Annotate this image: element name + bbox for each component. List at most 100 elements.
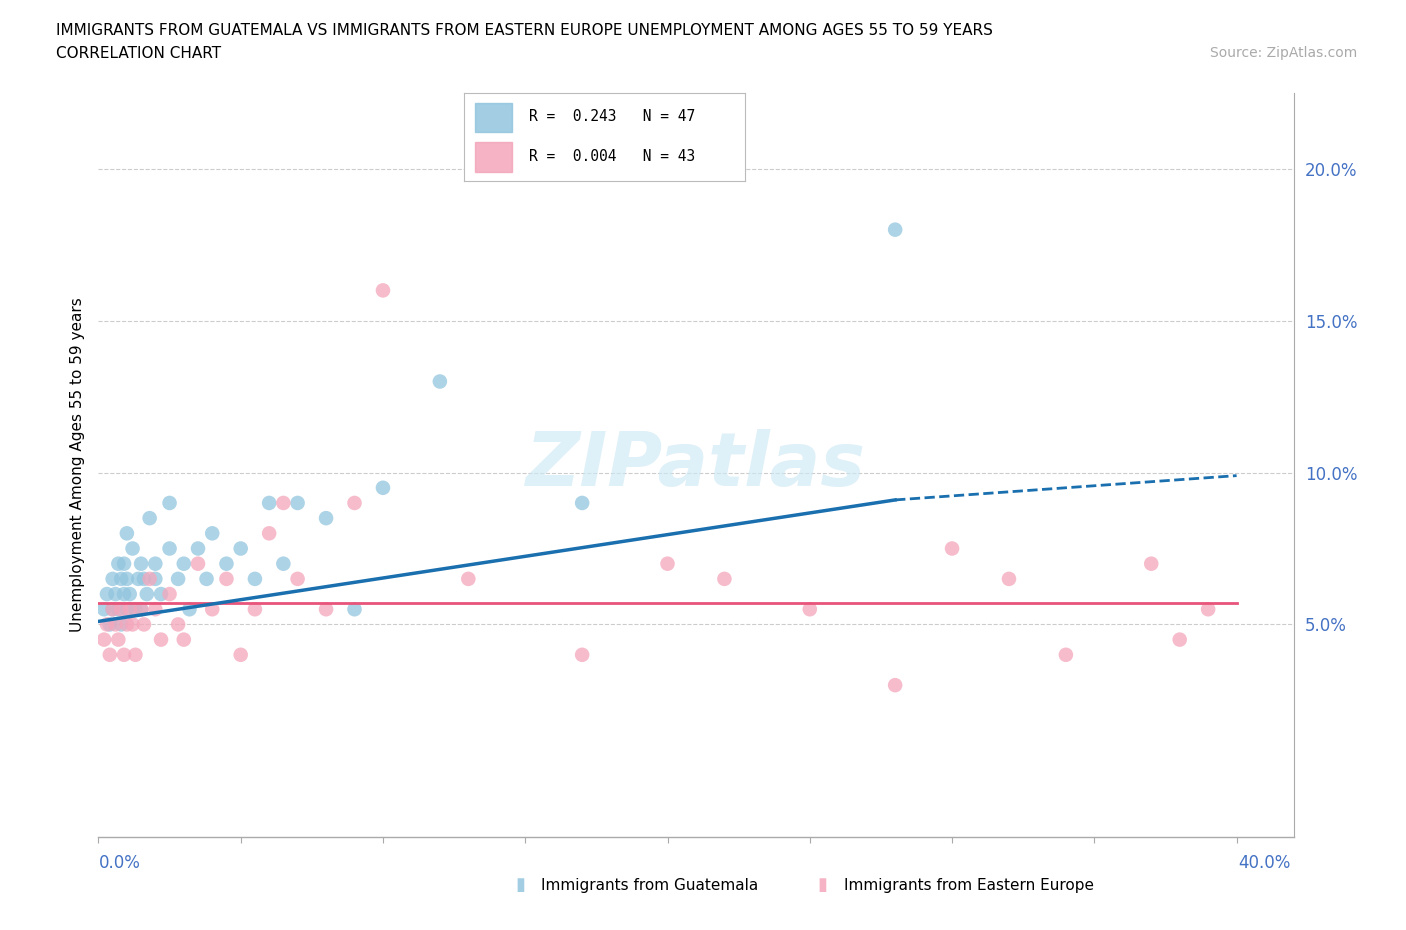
Point <box>167 617 190 631</box>
Point <box>121 617 143 631</box>
Text: ▮: ▮ <box>817 876 828 895</box>
Point <box>429 374 451 389</box>
Point <box>371 480 394 495</box>
Point <box>884 222 907 237</box>
Point <box>315 511 337 525</box>
Point <box>143 571 166 586</box>
Point <box>273 496 295 511</box>
Text: CORRELATION CHART: CORRELATION CHART <box>56 46 221 61</box>
Point <box>107 632 129 647</box>
Point <box>101 602 124 617</box>
Point <box>124 647 146 662</box>
Point <box>343 496 366 511</box>
Point <box>195 571 218 586</box>
Point <box>93 632 115 647</box>
Point <box>118 602 141 617</box>
Point <box>129 556 152 571</box>
Text: Source: ZipAtlas.com: Source: ZipAtlas.com <box>1209 46 1357 60</box>
Point <box>115 602 138 617</box>
Text: R =  0.243   N = 47: R = 0.243 N = 47 <box>529 110 695 125</box>
Point <box>132 617 155 631</box>
Point <box>107 556 129 571</box>
Point <box>713 571 735 586</box>
Point <box>107 602 129 617</box>
Point <box>371 283 394 298</box>
Point <box>115 525 138 540</box>
Text: Immigrants from Eastern Europe: Immigrants from Eastern Europe <box>844 878 1094 893</box>
Point <box>110 617 132 631</box>
Point <box>96 617 118 631</box>
Point <box>135 587 157 602</box>
Point <box>138 571 160 586</box>
Point <box>201 602 224 617</box>
Point <box>132 571 155 586</box>
Point <box>129 602 152 617</box>
Point <box>173 632 195 647</box>
Point <box>243 602 266 617</box>
Point <box>143 602 166 617</box>
Point <box>129 602 152 617</box>
Point <box>1197 602 1219 617</box>
Point <box>143 556 166 571</box>
Y-axis label: Unemployment Among Ages 55 to 59 years: Unemployment Among Ages 55 to 59 years <box>69 298 84 632</box>
Point <box>121 541 143 556</box>
Point <box>799 602 821 617</box>
Text: 0.0%: 0.0% <box>98 854 141 872</box>
Point <box>159 541 181 556</box>
Bar <box>475 102 512 132</box>
Point <box>98 617 121 631</box>
Point <box>1140 556 1163 571</box>
Bar <box>475 142 512 172</box>
Point <box>941 541 963 556</box>
Point <box>159 587 181 602</box>
Point <box>215 556 238 571</box>
Point <box>118 587 141 602</box>
Text: Immigrants from Guatemala: Immigrants from Guatemala <box>541 878 759 893</box>
Point <box>287 571 309 586</box>
Point <box>1168 632 1191 647</box>
Point <box>110 571 132 586</box>
Point <box>571 647 593 662</box>
Point <box>229 541 252 556</box>
Point <box>115 617 138 631</box>
Point <box>884 678 907 693</box>
Point <box>96 587 118 602</box>
Point <box>104 587 127 602</box>
Point <box>150 587 173 602</box>
Point <box>138 511 160 525</box>
Point <box>112 647 135 662</box>
Point <box>93 602 115 617</box>
Point <box>110 602 132 617</box>
Point <box>115 571 138 586</box>
Point <box>657 556 679 571</box>
Point <box>215 571 238 586</box>
Point <box>243 571 266 586</box>
Point <box>167 571 190 586</box>
Point <box>112 587 135 602</box>
Point <box>201 525 224 540</box>
Point <box>173 556 195 571</box>
Point <box>257 525 280 540</box>
Point <box>98 647 121 662</box>
Text: ▮: ▮ <box>515 876 526 895</box>
Point <box>127 571 149 586</box>
Text: R =  0.004   N = 43: R = 0.004 N = 43 <box>529 149 695 164</box>
Point <box>187 556 209 571</box>
Point <box>150 632 173 647</box>
Point <box>159 496 181 511</box>
Point <box>287 496 309 511</box>
Point <box>315 602 337 617</box>
Text: 40.0%: 40.0% <box>1239 854 1291 872</box>
Text: IMMIGRANTS FROM GUATEMALA VS IMMIGRANTS FROM EASTERN EUROPE UNEMPLOYMENT AMONG A: IMMIGRANTS FROM GUATEMALA VS IMMIGRANTS … <box>56 23 993 38</box>
Point <box>229 647 252 662</box>
Point <box>457 571 479 586</box>
Point <box>998 571 1021 586</box>
Point <box>124 602 146 617</box>
Point <box>343 602 366 617</box>
Point <box>571 496 593 511</box>
Point <box>273 556 295 571</box>
Point <box>179 602 201 617</box>
Point <box>101 602 124 617</box>
Point <box>187 541 209 556</box>
Point <box>257 496 280 511</box>
